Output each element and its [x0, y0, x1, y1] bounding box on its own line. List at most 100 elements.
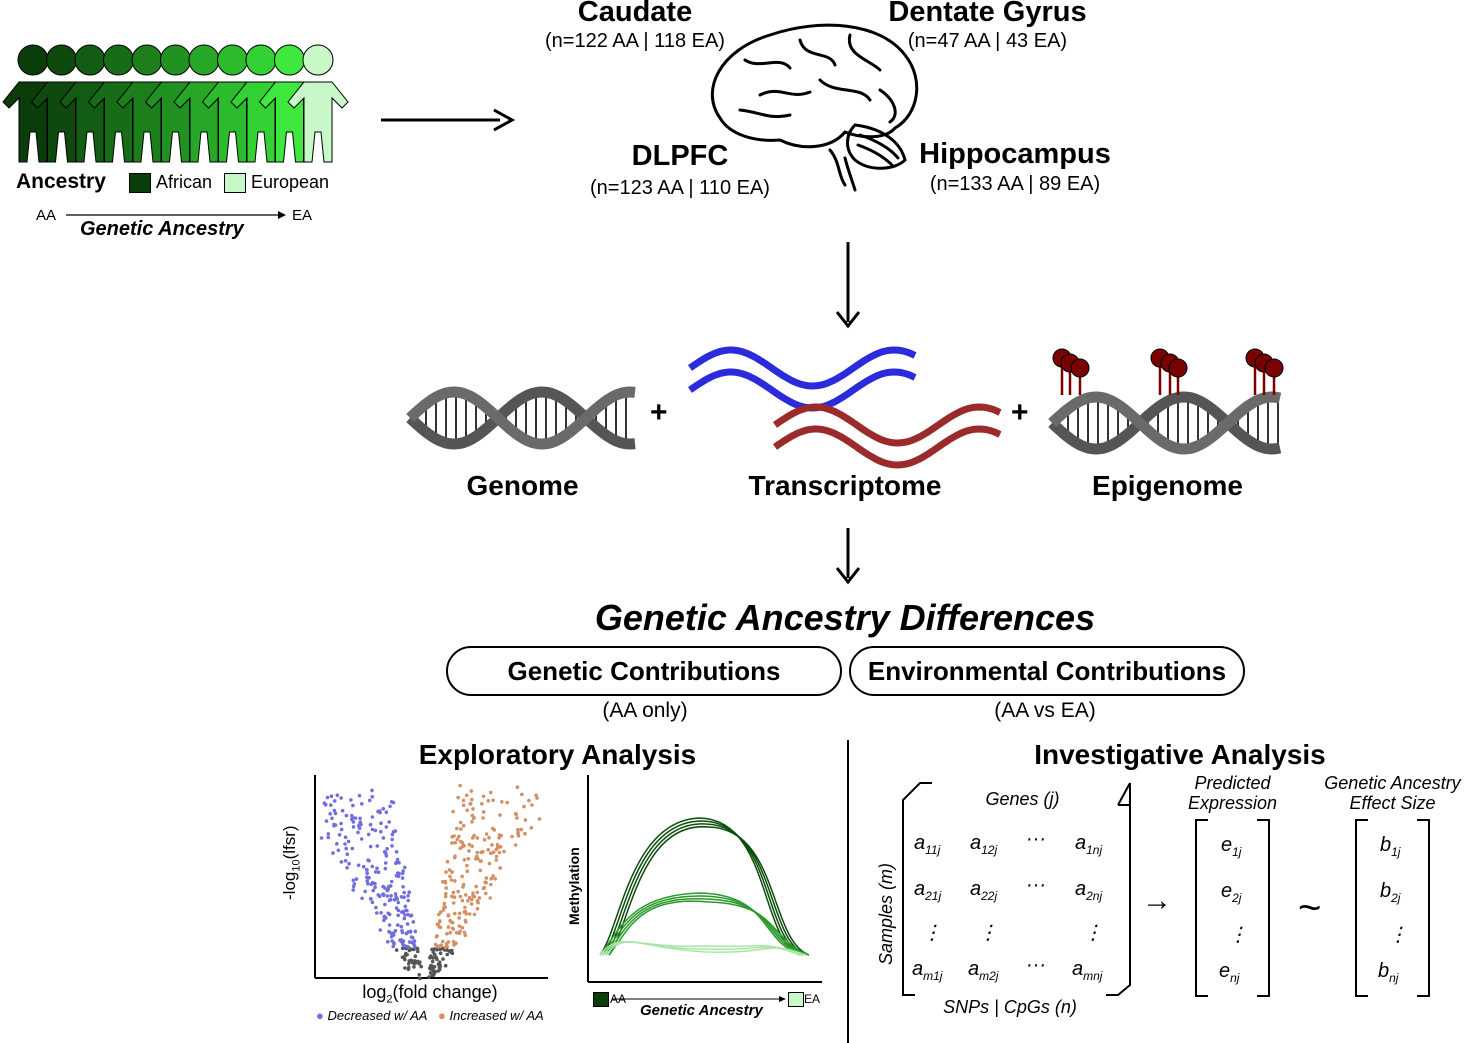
volcano-point: [351, 820, 356, 824]
volcano-point: [465, 869, 470, 873]
volcano-point: [401, 939, 406, 943]
volcano-point: [345, 866, 349, 870]
volcano-point: [402, 895, 406, 899]
volcano-point: [437, 965, 442, 970]
volcano-point: [463, 909, 468, 914]
plus-sign-2: +: [1011, 396, 1029, 429]
volcano-point: [452, 834, 456, 838]
volcano-point: [360, 896, 364, 901]
volcano-point: [443, 879, 448, 884]
volcano-point: [475, 890, 480, 895]
rna-red: [772, 403, 1002, 469]
volcano-point: [319, 836, 324, 840]
volcano-point: [477, 896, 482, 900]
volcano-point: [368, 896, 373, 901]
volcano-point: [448, 930, 453, 935]
volcano-point: [387, 912, 392, 917]
volcano-point: [403, 957, 407, 962]
volcano-point: [353, 816, 358, 820]
volcano-point: [482, 837, 487, 842]
volcano-point: [469, 902, 474, 906]
volcano-point: [435, 944, 440, 949]
volcano-point: [396, 900, 401, 905]
volcano-point: [437, 912, 441, 917]
volcano-point: [333, 823, 338, 827]
volcano-point: [446, 940, 451, 944]
volcano-point: [470, 844, 474, 848]
volcano-point: [456, 889, 460, 894]
volcano-point: [435, 947, 439, 952]
cerebellum: [846, 123, 907, 170]
snps-label: SNPs | CpGs (n): [943, 997, 1077, 1017]
volcano-point: [486, 848, 491, 852]
volcano-xlabel: log2(fold change): [362, 982, 498, 1006]
volcano-point: [497, 850, 502, 855]
volcano-point: [446, 913, 451, 917]
volcano-point: [495, 842, 500, 847]
volcano-point: [406, 898, 411, 903]
volcano-point: [481, 816, 485, 820]
volcano-point: [457, 924, 462, 928]
volcano-point: [467, 895, 472, 900]
matrix-cell-am1j: am1j: [912, 958, 943, 983]
volcano-point: [510, 834, 514, 839]
volcano-point: [390, 844, 394, 848]
volcano-point: [396, 874, 401, 878]
volcano-point: [437, 961, 442, 966]
volcano-point: [472, 894, 477, 899]
volcano-point: [373, 881, 377, 886]
e-nj: enj: [1219, 960, 1240, 985]
volcano-point: [351, 803, 355, 808]
volcano-point: [412, 961, 417, 966]
volcano-point: [392, 941, 396, 945]
volcano-ylabel: -log10(lfsr): [280, 825, 303, 900]
volcano-point: [470, 813, 475, 818]
volcano-point: [451, 809, 455, 814]
volcano-point: [460, 874, 465, 879]
volcano-point: [410, 947, 414, 952]
volcano-point: [454, 931, 459, 935]
cerebellum-folds: [856, 133, 900, 167]
volcano-point: [461, 798, 466, 803]
down-arrow-1-head: [835, 311, 861, 329]
volcano-point: [396, 908, 401, 913]
volcano-point: [336, 848, 341, 853]
volcano-point: [407, 946, 412, 950]
volcano-point: [491, 850, 496, 854]
volcano-point: [373, 885, 377, 890]
volcano-point: [398, 938, 402, 942]
b-1j: b1j: [1380, 834, 1401, 859]
volcano-point: [472, 912, 477, 917]
volcano-point: [382, 918, 386, 923]
volcano-point: [332, 799, 337, 803]
matrix-cell-am2j: am2j: [968, 958, 999, 983]
volcano-point: [324, 819, 329, 823]
volcano-point: [390, 832, 395, 837]
differences-title: Genetic Ancestry Differences: [594, 597, 1096, 638]
volcano-point: [475, 907, 480, 911]
volcano-point: [359, 822, 363, 827]
volcano-point: [352, 882, 357, 886]
volcano-point: [393, 892, 398, 896]
volcano-point: [350, 817, 354, 822]
volcano-point: [378, 810, 382, 815]
volcano-point: [437, 960, 442, 964]
volcano-point: [491, 826, 495, 831]
rna-strand: [772, 403, 1002, 447]
volcano-point: [409, 913, 414, 918]
volcano-point: [400, 929, 404, 933]
volcano-point: [460, 840, 465, 845]
volcano-point: [400, 876, 405, 880]
methyl-ball: [1052, 348, 1072, 368]
volcano-point: [402, 916, 407, 921]
volcano-point: [466, 857, 471, 861]
volcano-point: [442, 901, 447, 906]
volcano-point: [441, 879, 445, 884]
volcano-point: [329, 794, 334, 798]
volcano-point: [430, 947, 434, 952]
matrix-cell-a2nj: a2nj: [1075, 878, 1103, 903]
volcano-point: [405, 944, 410, 949]
volcano-point: [408, 930, 413, 934]
volcano-point: [516, 827, 520, 832]
volcano-point: [396, 913, 401, 918]
